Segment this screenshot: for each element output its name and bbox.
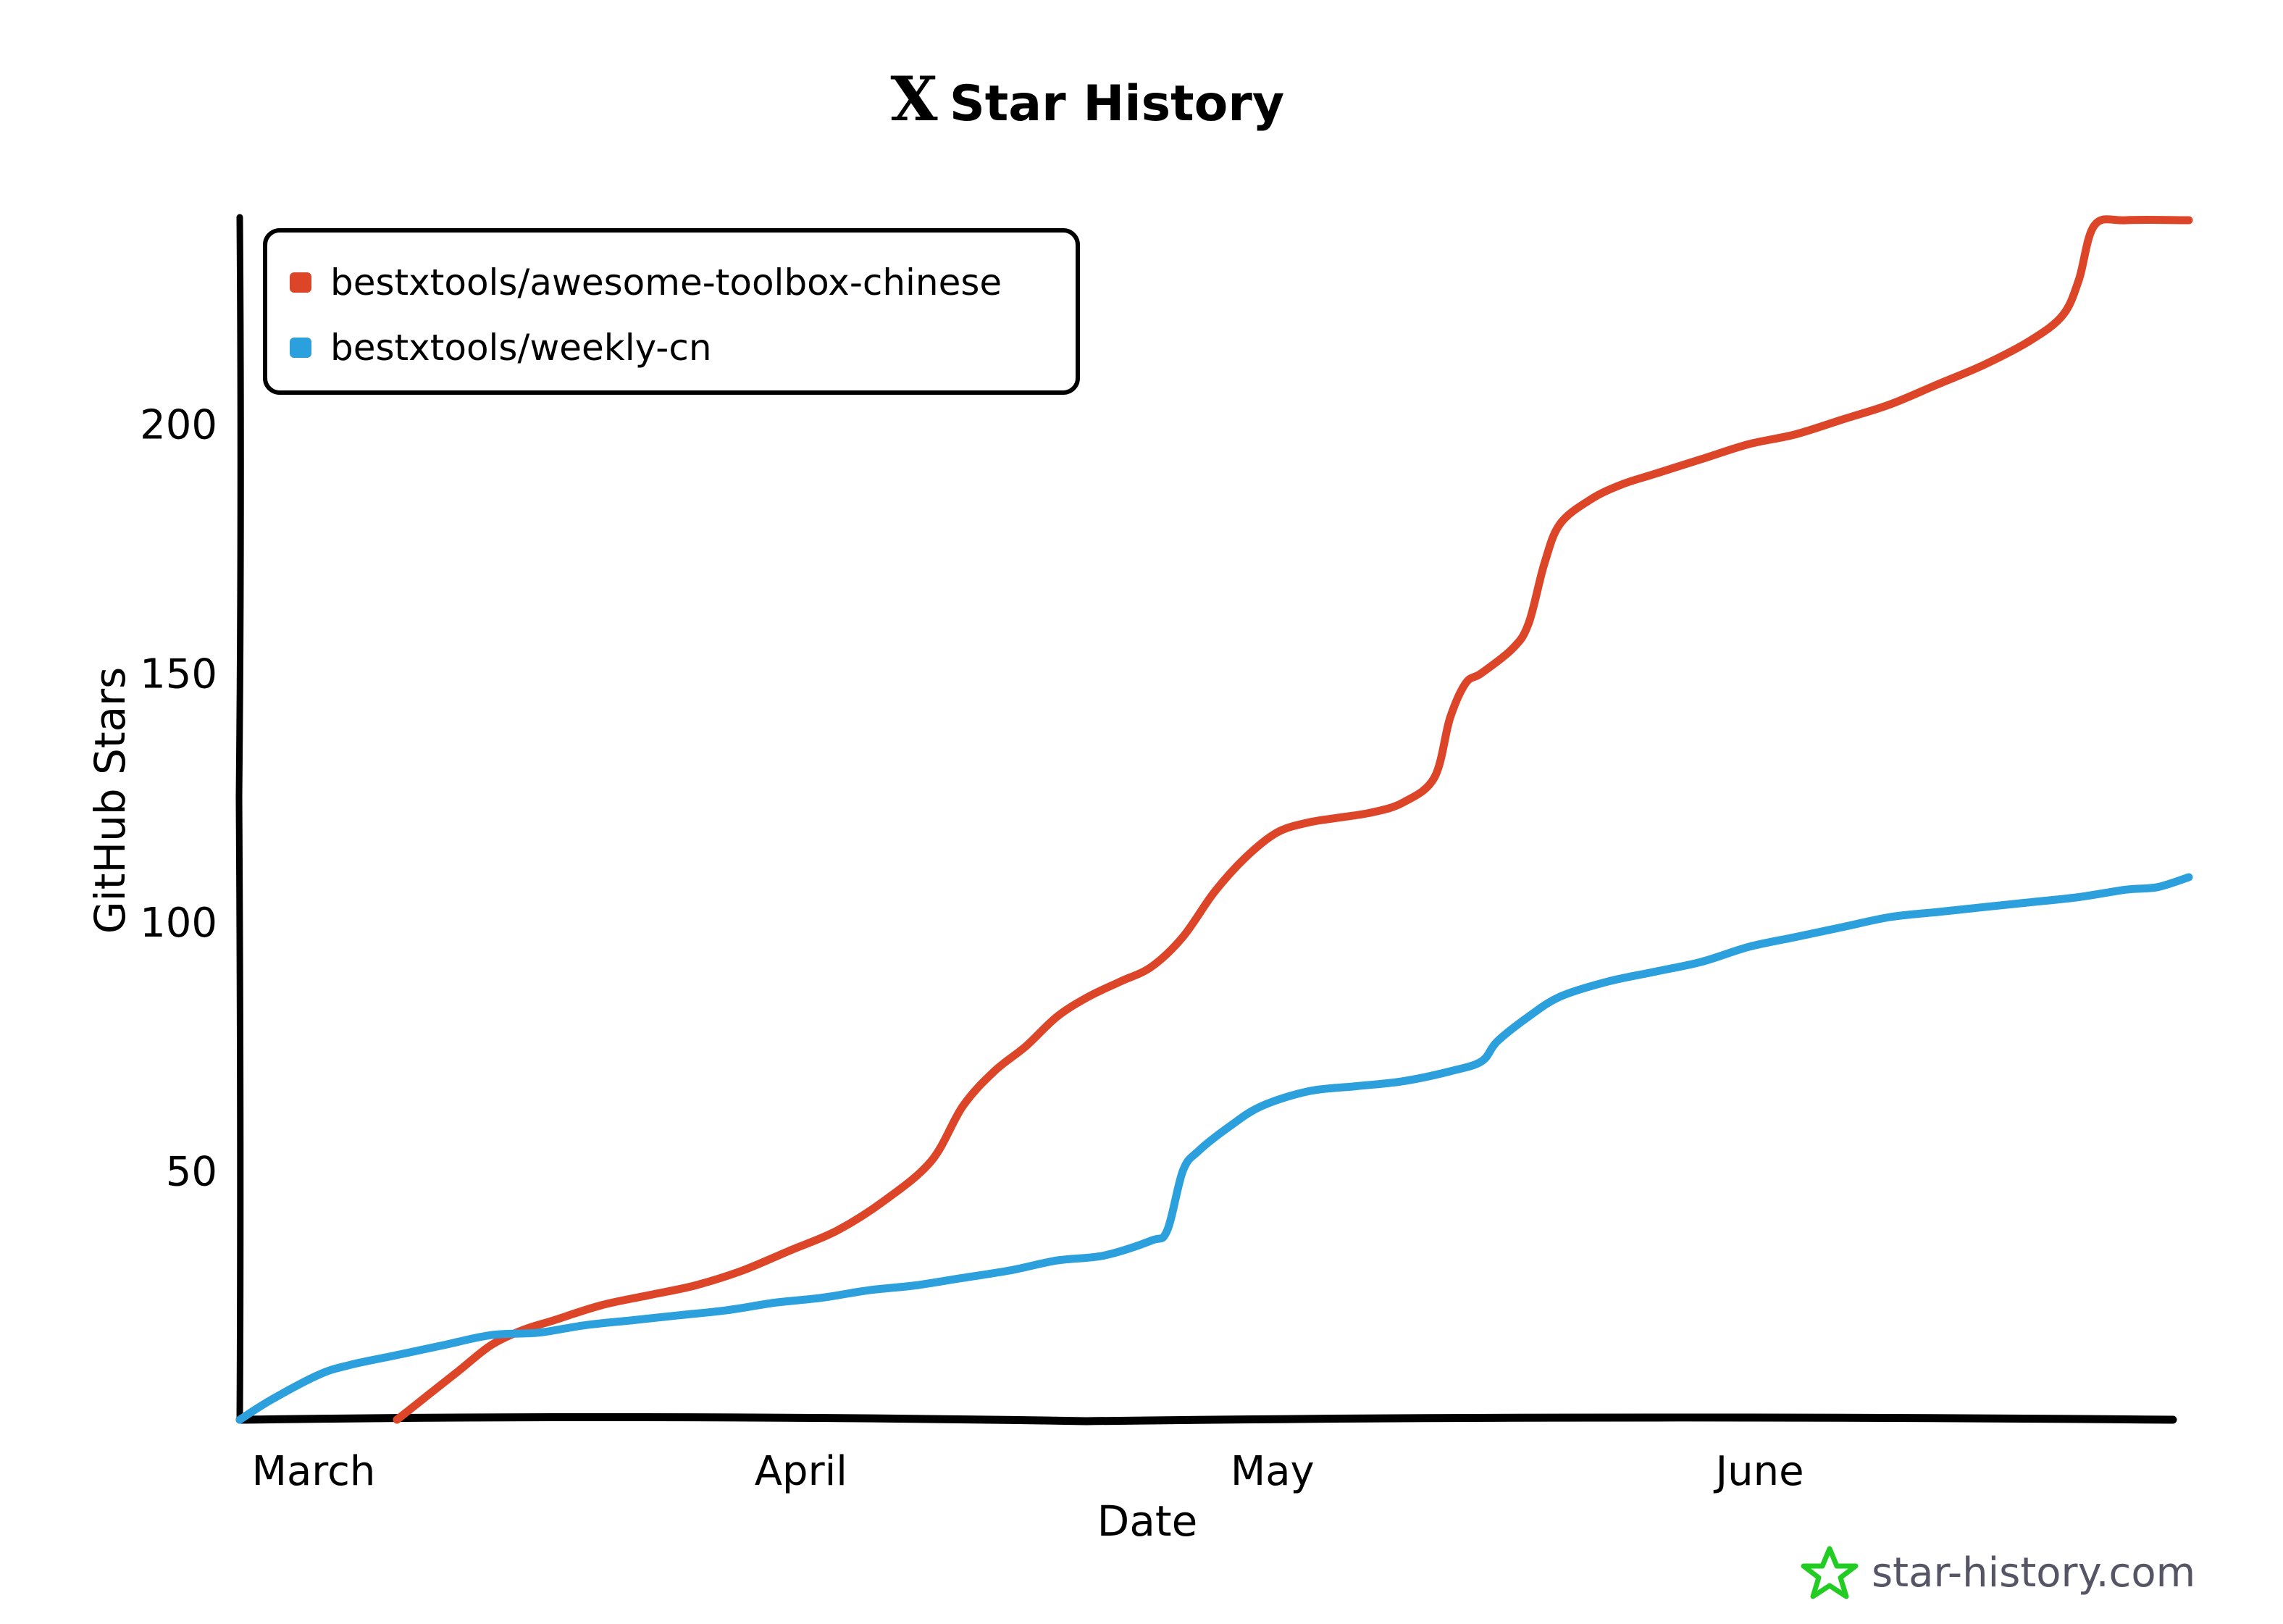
- y-axis-label: GitHub Stars: [85, 667, 135, 934]
- watermark-text: star-history.com: [1872, 1549, 2195, 1596]
- chart-title: X Star History: [890, 63, 1284, 135]
- x-axis-ticks: March April May June: [252, 1448, 1804, 1495]
- legend-swatch: [290, 272, 311, 293]
- y-tick-label: 50: [166, 1148, 217, 1195]
- legend: bestxtools/awesome-toolbox-chinese bestx…: [263, 228, 1080, 395]
- legend-label: bestxtools/weekly-cn: [330, 327, 712, 369]
- legend-label: bestxtools/awesome-toolbox-chinese: [330, 261, 1002, 304]
- series-layer: [235, 215, 2193, 1424]
- x-tick-label: June: [1714, 1448, 1804, 1495]
- series-line-1: [235, 873, 2193, 1424]
- y-tick-label: 100: [140, 900, 217, 947]
- axes: [235, 214, 2177, 1426]
- x-tick-label: March: [252, 1448, 376, 1495]
- y-axis-line: [235, 214, 244, 1423]
- x-tick-label: May: [1231, 1448, 1315, 1495]
- series-line-0: [393, 215, 2193, 1424]
- y-tick-label: 200: [140, 402, 217, 449]
- y-tick-label: 150: [140, 650, 217, 698]
- x-axis-line: [235, 1412, 2177, 1426]
- legend-swatch: [290, 338, 311, 358]
- watermark[interactable]: star-history.com: [1801, 1546, 2195, 1599]
- star-icon: [1801, 1546, 1859, 1599]
- legend-box: [263, 228, 1080, 395]
- y-axis-ticks: 50 100 150 200: [140, 402, 217, 1196]
- x-axis-label: Date: [1097, 1497, 1198, 1546]
- title-text: Star History: [950, 75, 1284, 133]
- x-tick-label: April: [755, 1448, 847, 1495]
- title-logo: X: [890, 63, 938, 135]
